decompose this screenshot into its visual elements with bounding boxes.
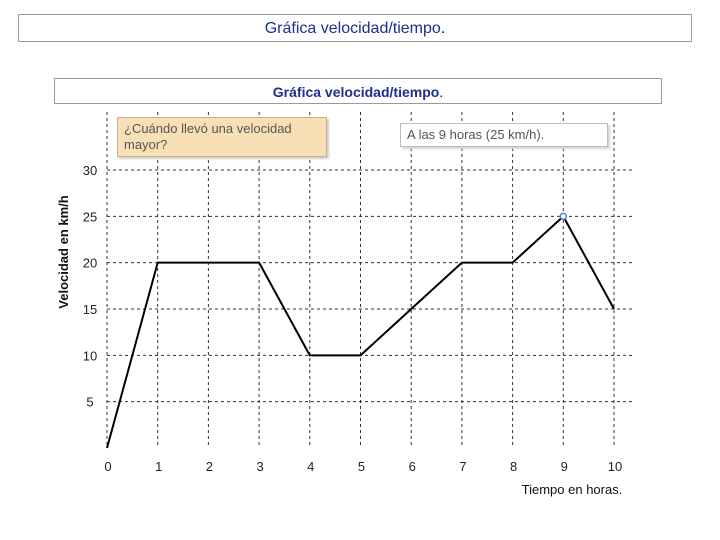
top-banner-dot: . bbox=[440, 20, 446, 37]
y-tick-labels: 5 10 15 20 25 30 bbox=[83, 163, 97, 410]
y-tick-label: 10 bbox=[83, 348, 97, 363]
series-line bbox=[106, 215, 615, 449]
x-tick-label: 1 bbox=[155, 459, 162, 474]
max-point-marker bbox=[559, 212, 568, 221]
x-tick-label: 0 bbox=[104, 459, 111, 474]
x-tick-label: 10 bbox=[608, 459, 622, 474]
chart-grid bbox=[106, 112, 632, 448]
chart-series bbox=[106, 212, 615, 449]
x-tick-label: 8 bbox=[510, 459, 517, 474]
panel-header-text: Gráfica velocidad/tiempo bbox=[272, 84, 440, 100]
y-tick-label: 15 bbox=[83, 302, 97, 317]
y-tick-label: 20 bbox=[83, 256, 97, 271]
panel-header: Gráfica velocidad/tiempo. bbox=[54, 78, 662, 104]
y-tick-label: 5 bbox=[86, 395, 93, 410]
question-box: ¿Cuándo llevó una velocidad mayor? bbox=[117, 117, 327, 157]
y-tick-label: 30 bbox=[83, 163, 97, 178]
y-tick-label: 25 bbox=[83, 209, 97, 224]
x-tick-label: 6 bbox=[409, 459, 416, 474]
x-tick-labels: 0 1 2 3 4 5 6 7 8 9 10 bbox=[104, 459, 622, 474]
y-axis-label: Velocidad en km/h bbox=[56, 195, 71, 308]
x-tick-label: 5 bbox=[358, 459, 365, 474]
x-tick-label: 3 bbox=[256, 459, 263, 474]
x-tick-label: 2 bbox=[206, 459, 213, 474]
answer-box: A las 9 horas (25 km/h). bbox=[400, 123, 608, 147]
x-tick-label: 7 bbox=[459, 459, 466, 474]
top-banner-text: Gráfica velocidad/tiempo bbox=[264, 20, 441, 37]
x-tick-label: 9 bbox=[561, 459, 568, 474]
panel-header-dot: . bbox=[439, 84, 444, 100]
top-banner-title: Gráfica velocidad/tiempo. bbox=[18, 14, 692, 42]
x-axis-label: Tiempo en horas. bbox=[522, 482, 623, 497]
x-tick-label: 4 bbox=[307, 459, 314, 474]
